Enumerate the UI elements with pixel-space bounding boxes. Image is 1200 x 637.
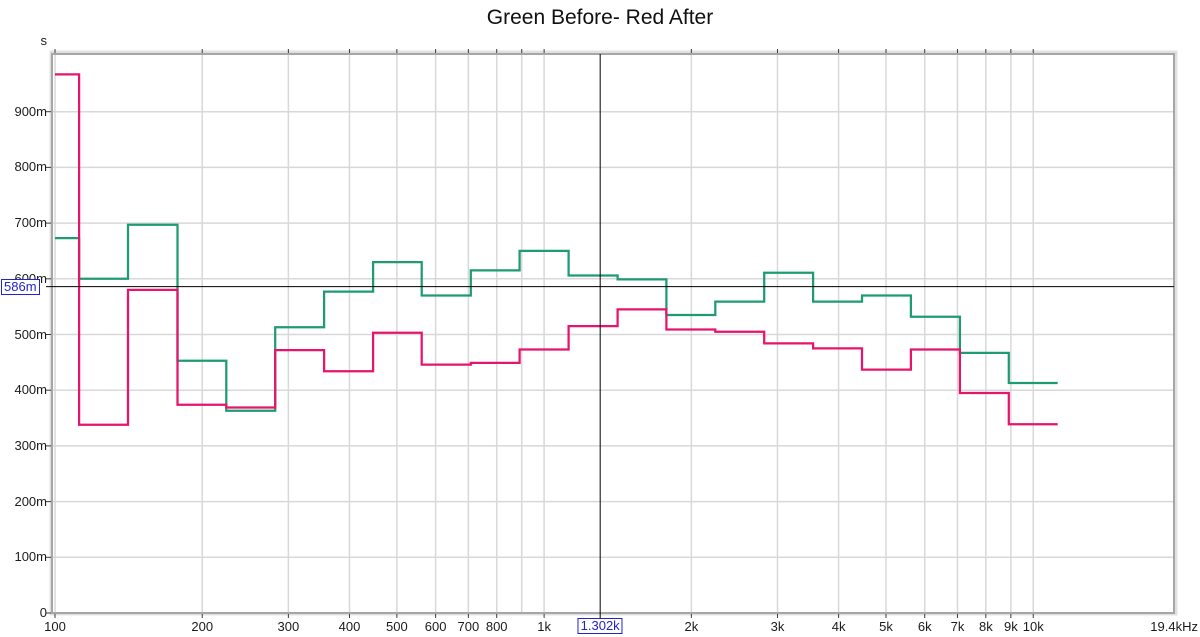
plot-border [51, 53, 1175, 614]
y-tick-label: 300m [14, 437, 47, 453]
x-tick-label: 7k [950, 619, 965, 634]
x-tick-label: 10k [1022, 619, 1044, 634]
x-tick-label: 200 [191, 619, 214, 634]
x-tick-label: 8k [978, 619, 993, 634]
x-tick-label: 4k [831, 619, 846, 634]
y-tick-label: 0 [39, 605, 47, 620]
x-tick-label: 500 [386, 619, 408, 634]
y-tick-label: 500m [14, 326, 47, 342]
x-tick-label: 3k [770, 619, 785, 634]
y-tick-label: 800m [14, 159, 47, 175]
cursor-x-readout: 1.302k [577, 618, 623, 634]
y-tick-label: 700m [14, 215, 47, 231]
x-tick-label: 6k [917, 619, 932, 634]
x-tick-label: 9k [1003, 619, 1018, 634]
series-line-before [55, 223, 1058, 412]
x-tick-label: 5k [879, 619, 893, 634]
chart-title: Green Before- Red After [486, 6, 714, 29]
y-tick-label: 200m [14, 493, 47, 509]
x-tick-label: 100 [44, 619, 66, 634]
x-tick-label: 2k [684, 619, 699, 634]
series-line-after [55, 73, 1058, 426]
y-tick-label: 400m [14, 382, 47, 398]
cursor-y-readout: 586m [1, 278, 40, 295]
x-tick-label: 600 [424, 619, 447, 634]
x-tick-label: 1k [537, 619, 551, 634]
x-tick-label: 400 [338, 619, 361, 634]
y-tick-label: 100m [14, 549, 47, 565]
y-tick-label: 900m [14, 103, 47, 119]
y-axis-unit-label: s [40, 33, 48, 48]
x-tick-label: 300 [277, 619, 300, 634]
x-tick-label: 700 [457, 619, 480, 634]
plot-area[interactable] [52, 54, 1174, 613]
x-tick-label: 19.4kHz [1150, 619, 1198, 634]
x-tick-label: 800 [485, 619, 508, 634]
